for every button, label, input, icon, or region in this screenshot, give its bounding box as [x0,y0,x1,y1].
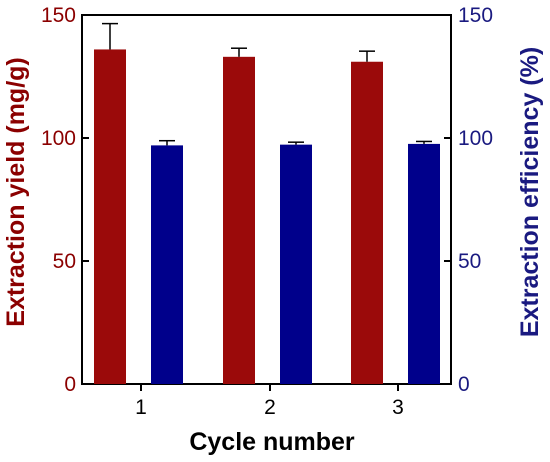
x-axis-tick-label: 2 [264,396,276,419]
x-axis-title: Cycle number [189,428,355,456]
x-axis-tick-label: 1 [135,396,147,419]
right-axis-tick-label: 0 [458,373,470,396]
bar-extraction-yield [94,49,126,384]
x-axis-tick-label: 3 [392,396,404,419]
left-axis-tick-label: 0 [64,373,76,396]
right-axis-tick-label: 150 [458,4,493,27]
right-axis-title: Extraction efficiency (%) [516,47,544,337]
bar-extraction-yield [223,56,255,384]
bar-extraction-yield [351,61,383,385]
bar-extraction-efficiency [280,144,312,384]
left-axis-tick-label: 100 [41,127,76,150]
left-axis-tick-label: 50 [53,250,76,273]
right-axis-tick-label: 100 [458,127,493,150]
bar-extraction-efficiency [408,143,440,384]
left-axis-tick-label: 150 [41,4,76,27]
right-axis-tick-label: 50 [458,250,481,273]
left-axis-title: Extraction yield (mg/g) [2,57,30,326]
plot-frame [81,14,452,385]
bar-extraction-efficiency [151,145,183,384]
